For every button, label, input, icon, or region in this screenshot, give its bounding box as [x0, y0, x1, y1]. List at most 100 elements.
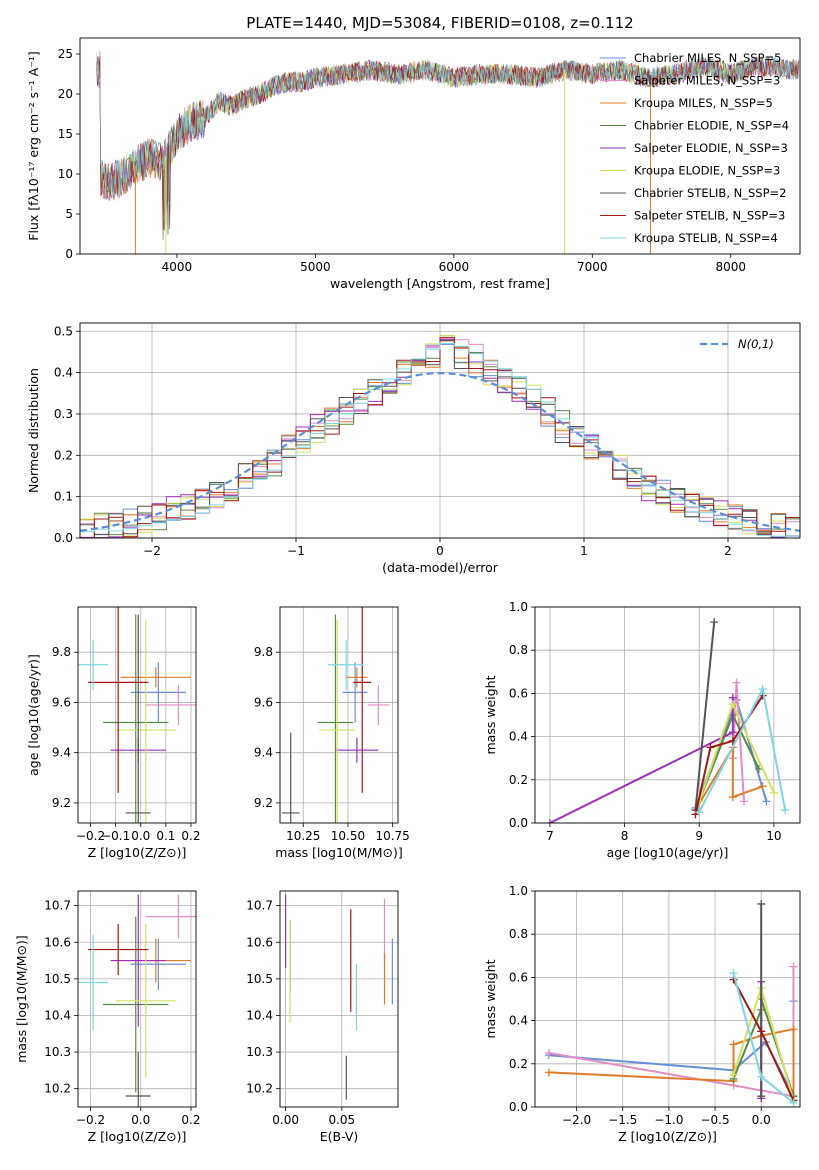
x-tick-label: 4000 — [162, 260, 193, 274]
data-point — [757, 1092, 766, 1101]
y-tick-label: 9.8 — [52, 645, 71, 659]
data-point — [758, 782, 767, 791]
x-tick-label: 0.0 — [752, 1113, 771, 1127]
data-point — [757, 899, 766, 908]
axes-frame — [77, 606, 197, 824]
y-tick-label: 10.2 — [246, 1082, 273, 1096]
y-tick-label: 0 — [65, 247, 73, 261]
legend-entry: Chabrier STELIB, N_SSP=2 — [634, 186, 786, 200]
data-point — [728, 793, 737, 802]
x-tick-label: −2.0 — [562, 1113, 591, 1127]
data-point — [762, 797, 771, 806]
y-tick-label: 10 — [58, 167, 73, 181]
data-point — [729, 969, 738, 978]
y-tick-label: 0.5 — [54, 324, 73, 338]
y-tick-label: 0.4 — [54, 366, 73, 380]
plot-area — [285, 894, 393, 1100]
x-tick-label: 0.05 — [328, 1113, 355, 1127]
x-axis-label: Z [log10(Z/Z⊙)] — [618, 1129, 717, 1144]
x-tick-label: 0.2 — [181, 829, 200, 843]
legend-entry: Salpeter ELODIE, N_SSP=3 — [634, 141, 788, 155]
y-tick-label: 0.3 — [54, 407, 73, 421]
data-point — [545, 819, 554, 823]
x-tick-label: 0.0 — [131, 829, 150, 843]
y-tick-label: 25 — [58, 47, 73, 61]
y-tick-label: 1.0 — [509, 884, 528, 898]
x-tick-label: −1.0 — [654, 1113, 683, 1127]
axes-frame — [534, 890, 801, 1108]
data-point — [695, 808, 704, 817]
plot-area — [545, 618, 790, 823]
data-point — [728, 728, 737, 737]
data-point — [728, 700, 737, 709]
x-tick-label: 7 — [546, 829, 554, 843]
x-tick-label: 5000 — [300, 260, 331, 274]
x-tick-label: −0.5 — [700, 1113, 729, 1127]
y-tick-label: 20 — [58, 87, 73, 101]
data-point — [732, 678, 741, 687]
legend-entry: Kroupa STELIB, N_SSP=4 — [634, 231, 778, 245]
data-point — [757, 1027, 766, 1036]
legend-entry: Chabrier MILES, N_SSP=5 — [634, 51, 781, 65]
x-tick-label: 8000 — [715, 260, 746, 274]
y-tick-label: 0.0 — [54, 531, 73, 545]
histogram-step — [80, 343, 800, 538]
y-axis-label: age [log10(age/yr)] — [26, 654, 41, 776]
data-point — [789, 1098, 798, 1107]
y-tick-label: 0.0 — [509, 1100, 528, 1114]
data-point — [544, 1068, 553, 1077]
x-axis-label: (data-model)/error — [382, 560, 499, 575]
x-tick-label: 0.1 — [156, 829, 175, 843]
y-tick-label: 9.6 — [254, 695, 273, 709]
x-axis-label: Z [log10(Z/Z⊙)] — [88, 845, 187, 860]
y-tick-label: 1.0 — [509, 600, 528, 614]
data-point — [757, 1072, 766, 1081]
y-tick-label: 9.2 — [52, 796, 71, 810]
x-axis-label: wavelength [Angstrom, rest frame] — [330, 276, 550, 291]
legend-entry: Salpeter MILES, N_SSP=3 — [634, 74, 780, 88]
x-tick-label: 8 — [621, 829, 629, 843]
y-tick-label: 9.2 — [254, 796, 273, 810]
x-tick-label: 10.25 — [286, 829, 320, 843]
data-point — [754, 765, 763, 773]
plot-area — [544, 899, 798, 1107]
x-tick-label: 10.75 — [375, 829, 409, 843]
series-line — [548, 1027, 795, 1101]
y-tick-label: 10.7 — [246, 899, 273, 913]
x-tick-label: 0.00 — [272, 1113, 299, 1127]
x-tick-label: 6000 — [439, 260, 470, 274]
x-axis-label: E(B-V) — [320, 1129, 359, 1144]
y-tick-label: 5 — [65, 207, 73, 221]
series-line — [694, 622, 716, 811]
axes-frame — [79, 37, 801, 255]
x-axis-label: Z [log10(Z/Z⊙)] — [88, 1129, 187, 1144]
data-point — [789, 962, 798, 971]
y-tick-label: 0.6 — [509, 686, 528, 700]
y-tick-label: 10.3 — [246, 1045, 273, 1059]
y-tick-label: 0.6 — [509, 970, 528, 984]
y-tick-label: 9.8 — [254, 645, 273, 659]
normal-curve — [80, 371, 800, 532]
x-tick-label: 9 — [695, 829, 703, 843]
series-line — [694, 743, 764, 811]
y-tick-label: 10.6 — [246, 935, 273, 949]
data-point — [706, 743, 715, 752]
x-tick-label: 10 — [766, 829, 781, 843]
axes-frame — [279, 890, 399, 1108]
charts-layer: 4000 5000 6000 7000 80000510152025wavelength… — [14, 37, 801, 1144]
x-tick-label: −0.2 — [76, 829, 105, 843]
data-point — [544, 1049, 553, 1057]
legend-entry: N(0,1) — [738, 337, 774, 351]
y-axis-label: Normed distribution — [26, 368, 41, 493]
y-tick-label: 10.7 — [44, 899, 71, 913]
x-tick-label: −2 — [143, 544, 161, 558]
data-point — [740, 797, 749, 806]
x-tick-label: 0.0 — [131, 1113, 150, 1127]
plot-area — [80, 335, 800, 538]
y-axis-label: mass weight — [483, 675, 498, 754]
y-tick-label: 0.2 — [54, 448, 73, 462]
data-point — [729, 1070, 738, 1079]
y-tick-label: 9.6 — [52, 695, 71, 709]
